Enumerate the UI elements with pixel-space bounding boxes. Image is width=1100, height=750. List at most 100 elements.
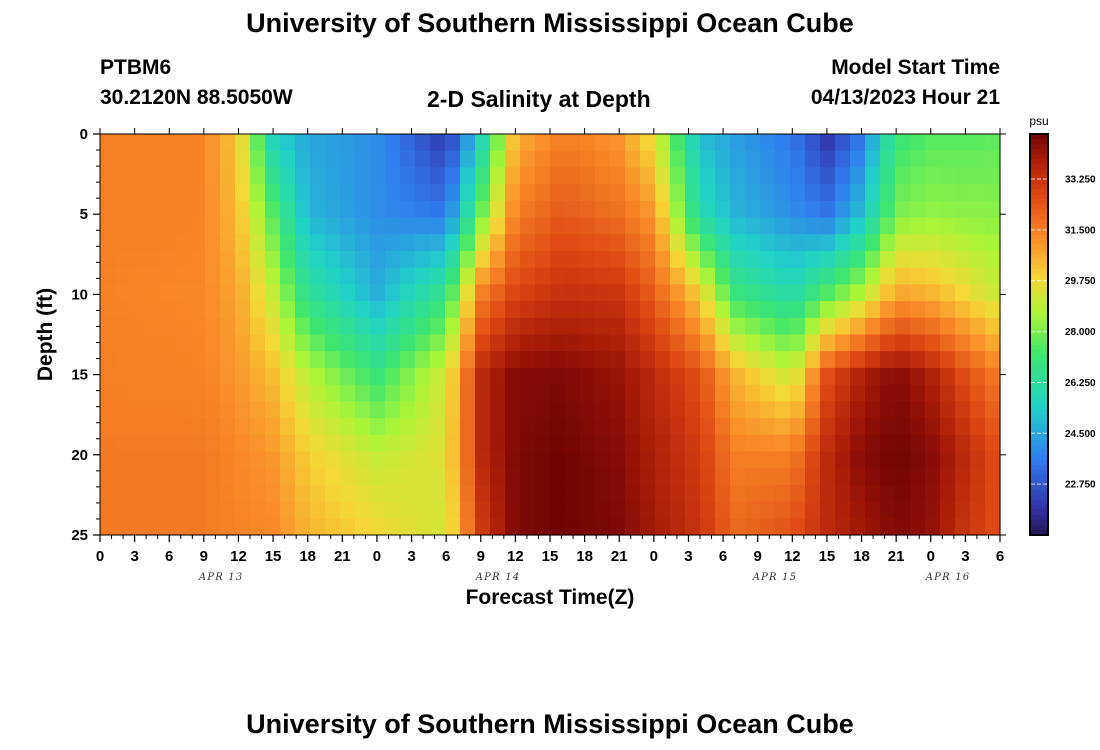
heatmap-cell — [850, 468, 866, 486]
heatmap-cell — [910, 250, 926, 269]
heatmap-cell — [325, 267, 341, 285]
heatmap-cell — [325, 317, 341, 336]
heatmap-cell — [355, 301, 371, 319]
heatmap-cell — [880, 334, 896, 352]
heatmap-cell — [760, 484, 776, 503]
heatmap-cell — [310, 518, 326, 536]
heatmap-cell — [370, 468, 386, 486]
heatmap-cell — [955, 250, 971, 269]
heatmap-cell — [205, 367, 221, 386]
heatmap-cell — [295, 468, 311, 486]
heatmap-cell — [730, 134, 746, 152]
heatmap-cell — [910, 334, 926, 352]
page-title: University of Southern Mississippi Ocean… — [246, 8, 854, 38]
heatmap-cell — [700, 434, 716, 453]
heatmap-cell — [625, 284, 641, 302]
heatmap-cell — [205, 484, 221, 503]
heatmap-cell — [280, 301, 296, 319]
heatmap-cell — [415, 301, 431, 319]
heatmap-cell — [520, 351, 536, 369]
heatmap-cell — [325, 134, 341, 152]
heatmap-cell — [835, 301, 851, 319]
heatmap-cell — [310, 217, 326, 235]
heatmap-cell — [355, 367, 371, 386]
heatmap-cell — [505, 150, 521, 169]
heatmap-cell — [415, 167, 431, 185]
heatmap-cell — [820, 401, 836, 419]
heatmap-cell — [730, 200, 746, 219]
heatmap-cell — [625, 468, 641, 486]
heatmap-cell — [655, 518, 671, 536]
heatmap-cell — [430, 484, 446, 503]
heatmap-cell — [640, 284, 656, 302]
heatmap-cell — [805, 200, 821, 219]
x-tick-label: 0 — [373, 548, 381, 565]
heatmap-cell — [340, 301, 356, 319]
heatmap-cell — [775, 184, 791, 202]
heatmap-cell — [490, 367, 506, 386]
heatmap-cell — [670, 301, 686, 319]
heatmap-cell — [100, 367, 116, 386]
chart-subtitle: 2-D Salinity at Depth — [427, 86, 651, 112]
heatmap-cell — [940, 468, 956, 486]
heatmap-cell — [100, 284, 116, 302]
heatmap-cell — [940, 250, 956, 269]
heatmap-cell — [715, 150, 731, 169]
heatmap-cell — [175, 351, 191, 369]
heatmap-cell — [475, 234, 491, 252]
heatmap-cell — [325, 384, 341, 402]
heatmap-cell — [520, 451, 536, 469]
heatmap-cell — [340, 501, 356, 519]
heatmap-cell — [865, 384, 881, 402]
heatmap-cell — [100, 434, 116, 453]
heatmap-cell — [385, 150, 401, 169]
heatmap-cell — [685, 468, 701, 486]
heatmap-cell — [805, 184, 821, 202]
heatmap-cell — [595, 334, 611, 352]
heatmap-cell — [880, 234, 896, 252]
heatmap-cell — [400, 317, 416, 336]
heatmap-cell — [535, 351, 551, 369]
heatmap-cell — [370, 184, 386, 202]
heatmap-cell — [490, 401, 506, 419]
heatmap-cell — [820, 284, 836, 302]
heatmap-cell — [160, 267, 176, 285]
heatmap-cell — [760, 184, 776, 202]
heatmap-cell — [580, 351, 596, 369]
heatmap-cell — [415, 384, 431, 402]
colorbar-band — [1030, 469, 1048, 476]
heatmap-cell — [370, 284, 386, 302]
date-label: APR 15 — [752, 572, 798, 583]
heatmap-cell — [430, 134, 446, 152]
station-id: PTBM6 — [100, 56, 172, 79]
heatmap-cell — [985, 317, 1001, 336]
colorbar-tick-label: 33.250 — [1065, 175, 1096, 186]
heatmap-cell — [700, 267, 716, 285]
heatmap-cell — [415, 267, 431, 285]
heatmap-cell — [835, 267, 851, 285]
heatmap-cell — [880, 184, 896, 202]
heatmap-cell — [370, 501, 386, 519]
heatmap-cell — [190, 518, 206, 536]
heatmap-cell — [445, 217, 461, 235]
heatmap-cell — [550, 401, 566, 419]
heatmap-cell — [820, 351, 836, 369]
heatmap-cell — [940, 418, 956, 436]
heatmap-cell — [730, 484, 746, 503]
heatmap-cell — [970, 150, 986, 169]
heatmap-cell — [115, 301, 131, 319]
heatmap-cell — [880, 351, 896, 369]
heatmap-cell — [775, 384, 791, 402]
heatmap-cell — [340, 384, 356, 402]
heatmap-cell — [955, 284, 971, 302]
heatmap-cell — [115, 484, 131, 503]
heatmap-cell — [415, 200, 431, 219]
heatmap-cell — [550, 367, 566, 386]
colorbar-band — [1030, 514, 1048, 521]
heatmap-cell — [715, 284, 731, 302]
heatmap-cell — [205, 217, 221, 235]
heatmap-cell — [670, 184, 686, 202]
heatmap-cell — [790, 351, 806, 369]
heatmap-cell — [730, 334, 746, 352]
heatmap-cell — [145, 468, 161, 486]
